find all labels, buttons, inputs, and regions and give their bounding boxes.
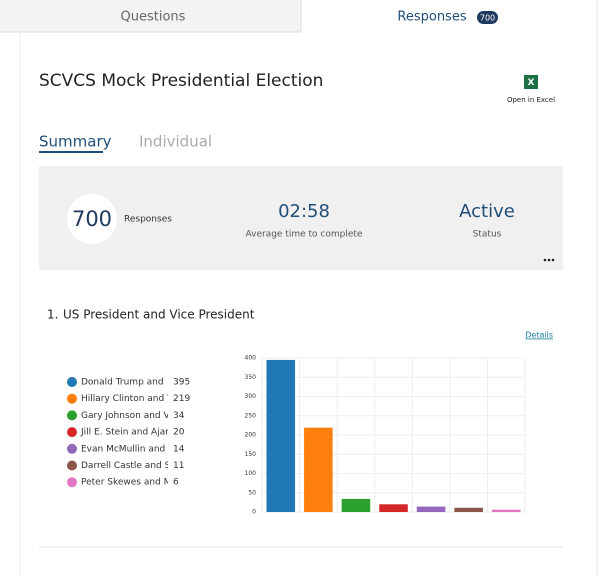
legend-label: Jill E. Stein and Ajam <box>80 428 174 438</box>
legend-dot <box>67 460 77 471</box>
tab-questions[interactable]: Questions <box>121 10 186 25</box>
legend-count: 14 <box>173 444 185 454</box>
legend-count: 20 <box>173 428 185 438</box>
bar <box>491 509 521 512</box>
y-tick-label: 250 <box>245 412 257 419</box>
legend-count: 219 <box>173 394 190 404</box>
bar <box>266 359 296 512</box>
legend-dot <box>67 410 77 421</box>
legend-dot <box>67 443 77 454</box>
responses-count: 700 <box>72 207 112 231</box>
responses-label: Responses <box>124 215 172 225</box>
status: Active <box>459 201 515 222</box>
individual-tab[interactable]: Individual <box>139 133 212 151</box>
bar <box>416 506 446 512</box>
excel-icon-letter: X <box>528 78 535 88</box>
y-tick-label: 300 <box>245 393 257 400</box>
legend-count: 34 <box>173 411 185 421</box>
bar <box>379 504 408 512</box>
open-in-excel[interactable]: Open in Excel <box>507 96 555 104</box>
badge <box>477 11 498 24</box>
tab-responses[interactable]: Responses <box>397 10 466 25</box>
y-tick-label: 50 <box>248 489 256 496</box>
legend-label: Peter Skewes and M <box>81 478 171 488</box>
tab-bg <box>0 0 301 32</box>
legend-count: 11 <box>173 461 184 471</box>
excel-icon[interactable] <box>524 75 538 89</box>
legend-label: Hillary Clinton and T <box>81 394 173 404</box>
summary-tab[interactable]: Summary <box>39 133 112 151</box>
avg-time: 02:58 <box>278 201 330 222</box>
question-number: 1. <box>47 308 58 322</box>
legend-label: Gary Johnson and V <box>81 411 170 421</box>
status-label: Status <box>473 230 502 240</box>
legend-count: 395 <box>173 378 190 388</box>
y-tick-label: 0 <box>252 509 256 516</box>
y-tick-label: 150 <box>245 451 257 458</box>
y-tick-label: 350 <box>245 374 257 381</box>
avg-time-label: Average time to complete <box>246 230 363 240</box>
summary-box <box>39 166 563 270</box>
count-circle <box>67 194 117 244</box>
details-link[interactable]: Details <box>525 331 553 340</box>
legend-dot <box>67 393 77 404</box>
legend-label: Donald Trump and <box>81 378 164 388</box>
legend-label: Evan McMullin and <box>81 444 165 454</box>
form-title: SCVCS Mock Presidential Election <box>39 71 323 91</box>
legend-label: Darrell Castle and Sc <box>81 461 175 471</box>
bar <box>454 507 483 512</box>
chart: 0 50 100 150 200 250 300 350 400 Donald Trump and… <box>67 355 526 516</box>
more-button[interactable] <box>543 258 555 262</box>
legend-dot <box>67 427 77 438</box>
y-tick-label: 100 <box>245 470 257 477</box>
legend-dot <box>67 377 77 387</box>
legend-dot <box>67 477 77 488</box>
y-tick-label: 400 <box>245 355 257 362</box>
legend-count: 6 <box>173 478 179 488</box>
badge-count: 700 <box>480 14 495 23</box>
question-title: US President and Vice President <box>63 308 255 322</box>
bar <box>304 427 333 512</box>
y-tick-label: 200 <box>245 432 257 439</box>
bar <box>341 498 371 512</box>
legend: Donald Trump and Hillary Clinton and T Gar… <box>80 378 175 488</box>
